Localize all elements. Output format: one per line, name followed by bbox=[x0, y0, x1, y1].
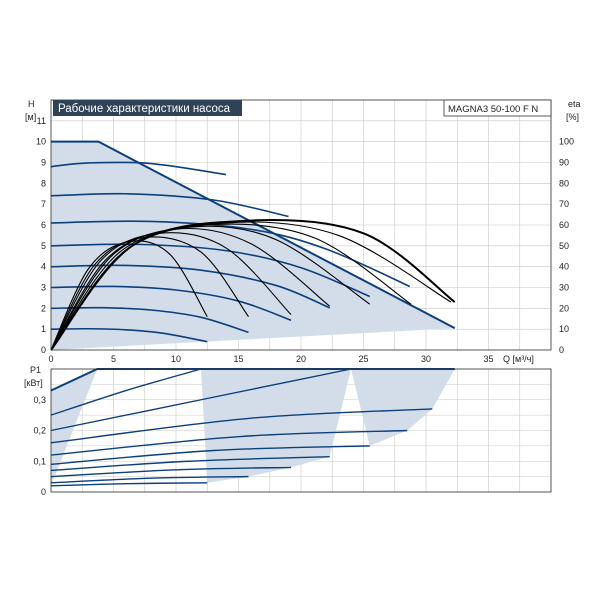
power-curve bbox=[50, 455, 330, 472]
y-tick-label: 0 bbox=[41, 345, 46, 355]
p1-tick-label: 0 bbox=[41, 487, 46, 497]
y2-tick-label: 0 bbox=[559, 345, 564, 355]
x-tick-label: 5 bbox=[111, 354, 116, 364]
p1-tick-label: 0,2 bbox=[33, 426, 46, 436]
p1-axis-label: P1 bbox=[30, 365, 41, 375]
speed-curve bbox=[50, 306, 249, 334]
y2-tick-label: 10 bbox=[559, 324, 569, 334]
x-axis-label: Q [м³/ч] bbox=[503, 354, 534, 364]
y2-tick-label: 90 bbox=[559, 158, 569, 168]
model-box bbox=[443, 99, 552, 117]
head-ticks: 0 5 10 15 20 25 30 35 0 1 2 3 4 5 6 7 8 9 10 11 0 10 20 30 40 50 6… bbox=[36, 116, 574, 364]
efficiency-curves bbox=[50, 219, 456, 351]
power-plot-frame bbox=[50, 368, 552, 493]
y-tick-label: 10 bbox=[36, 137, 46, 147]
p1-tick-label: 0,3 bbox=[33, 395, 46, 405]
speed-curve bbox=[50, 264, 331, 309]
speed-curve bbox=[50, 161, 227, 176]
y2-tick-label: 30 bbox=[559, 283, 569, 293]
y2-tick-label: 100 bbox=[559, 137, 574, 147]
power-curve bbox=[50, 475, 249, 484]
efficiency-curve bbox=[50, 219, 456, 351]
power-curve bbox=[50, 368, 352, 432]
y2-tick-label: 70 bbox=[559, 199, 569, 209]
efficiency-curve bbox=[50, 240, 208, 351]
head-panel: 0 5 10 15 20 25 30 35 0 1 2 3 4 5 6 7 8 9 10 11 0 10 20 30 40 50 6… bbox=[25, 99, 581, 364]
speed-curve bbox=[50, 327, 208, 343]
power-curve bbox=[50, 482, 208, 487]
title-box bbox=[53, 100, 242, 116]
y-tick-label: 5 bbox=[41, 241, 46, 251]
power-curve bbox=[50, 368, 202, 416]
y2-tick-label: 80 bbox=[559, 178, 569, 188]
power-panel: 0 0,1 0,2 0,3 P1 [кВт] bbox=[24, 365, 552, 497]
efficiency-curve bbox=[50, 225, 371, 351]
y2-tick-label: 60 bbox=[559, 220, 569, 230]
y-tick-label: 11 bbox=[37, 116, 46, 126]
power-curve bbox=[50, 445, 370, 466]
y-tick-label: 8 bbox=[41, 178, 46, 188]
speed-curve bbox=[50, 192, 289, 218]
power-curve bbox=[50, 408, 433, 444]
y-tick-label: 1 bbox=[41, 324, 46, 334]
operating-area-fill bbox=[51, 141, 455, 350]
y2-tick-label: 50 bbox=[559, 241, 569, 251]
p1-tick-label: 0,1 bbox=[33, 456, 46, 466]
head-plot-frame bbox=[50, 99, 552, 351]
y2-axis-unit: [%] bbox=[566, 112, 579, 122]
power-ticks: 0 0,1 0,2 0,3 bbox=[33, 395, 46, 497]
power-area-fill bbox=[51, 369, 455, 492]
y-tick-label: 7 bbox=[41, 199, 46, 209]
y2-axis-label: eta bbox=[568, 99, 581, 109]
y-tick-label: 4 bbox=[41, 262, 46, 272]
power-curves bbox=[50, 368, 433, 487]
y-tick-label: 9 bbox=[41, 158, 46, 168]
y-axis-label: H bbox=[28, 99, 35, 109]
x-tick-label: 10 bbox=[171, 354, 181, 364]
y2-tick-label: 20 bbox=[559, 303, 569, 313]
x-tick-label: 30 bbox=[421, 354, 431, 364]
y-tick-label: 3 bbox=[41, 283, 46, 293]
max-curve bbox=[51, 140, 456, 330]
y-tick-label: 2 bbox=[41, 303, 46, 313]
y2-tick-label: 40 bbox=[559, 262, 569, 272]
chart-title: Рабочие характеристики насоса bbox=[58, 103, 231, 115]
p1-axis-unit: [кВт] bbox=[24, 378, 43, 388]
speed-curve bbox=[50, 243, 371, 298]
power-curve bbox=[50, 466, 292, 478]
power-curve bbox=[50, 429, 408, 456]
x-tick-label: 35 bbox=[483, 354, 493, 364]
model-label: MAGNA3 50-100 F N bbox=[448, 104, 538, 115]
x-tick-label: 25 bbox=[358, 354, 368, 364]
y-tick-label: 6 bbox=[41, 220, 46, 230]
y-axis-unit: [м] bbox=[25, 112, 36, 122]
x-tick-label: 15 bbox=[233, 354, 243, 364]
x-tick-label: 0 bbox=[48, 354, 53, 364]
x-tick-label: 20 bbox=[296, 354, 306, 364]
